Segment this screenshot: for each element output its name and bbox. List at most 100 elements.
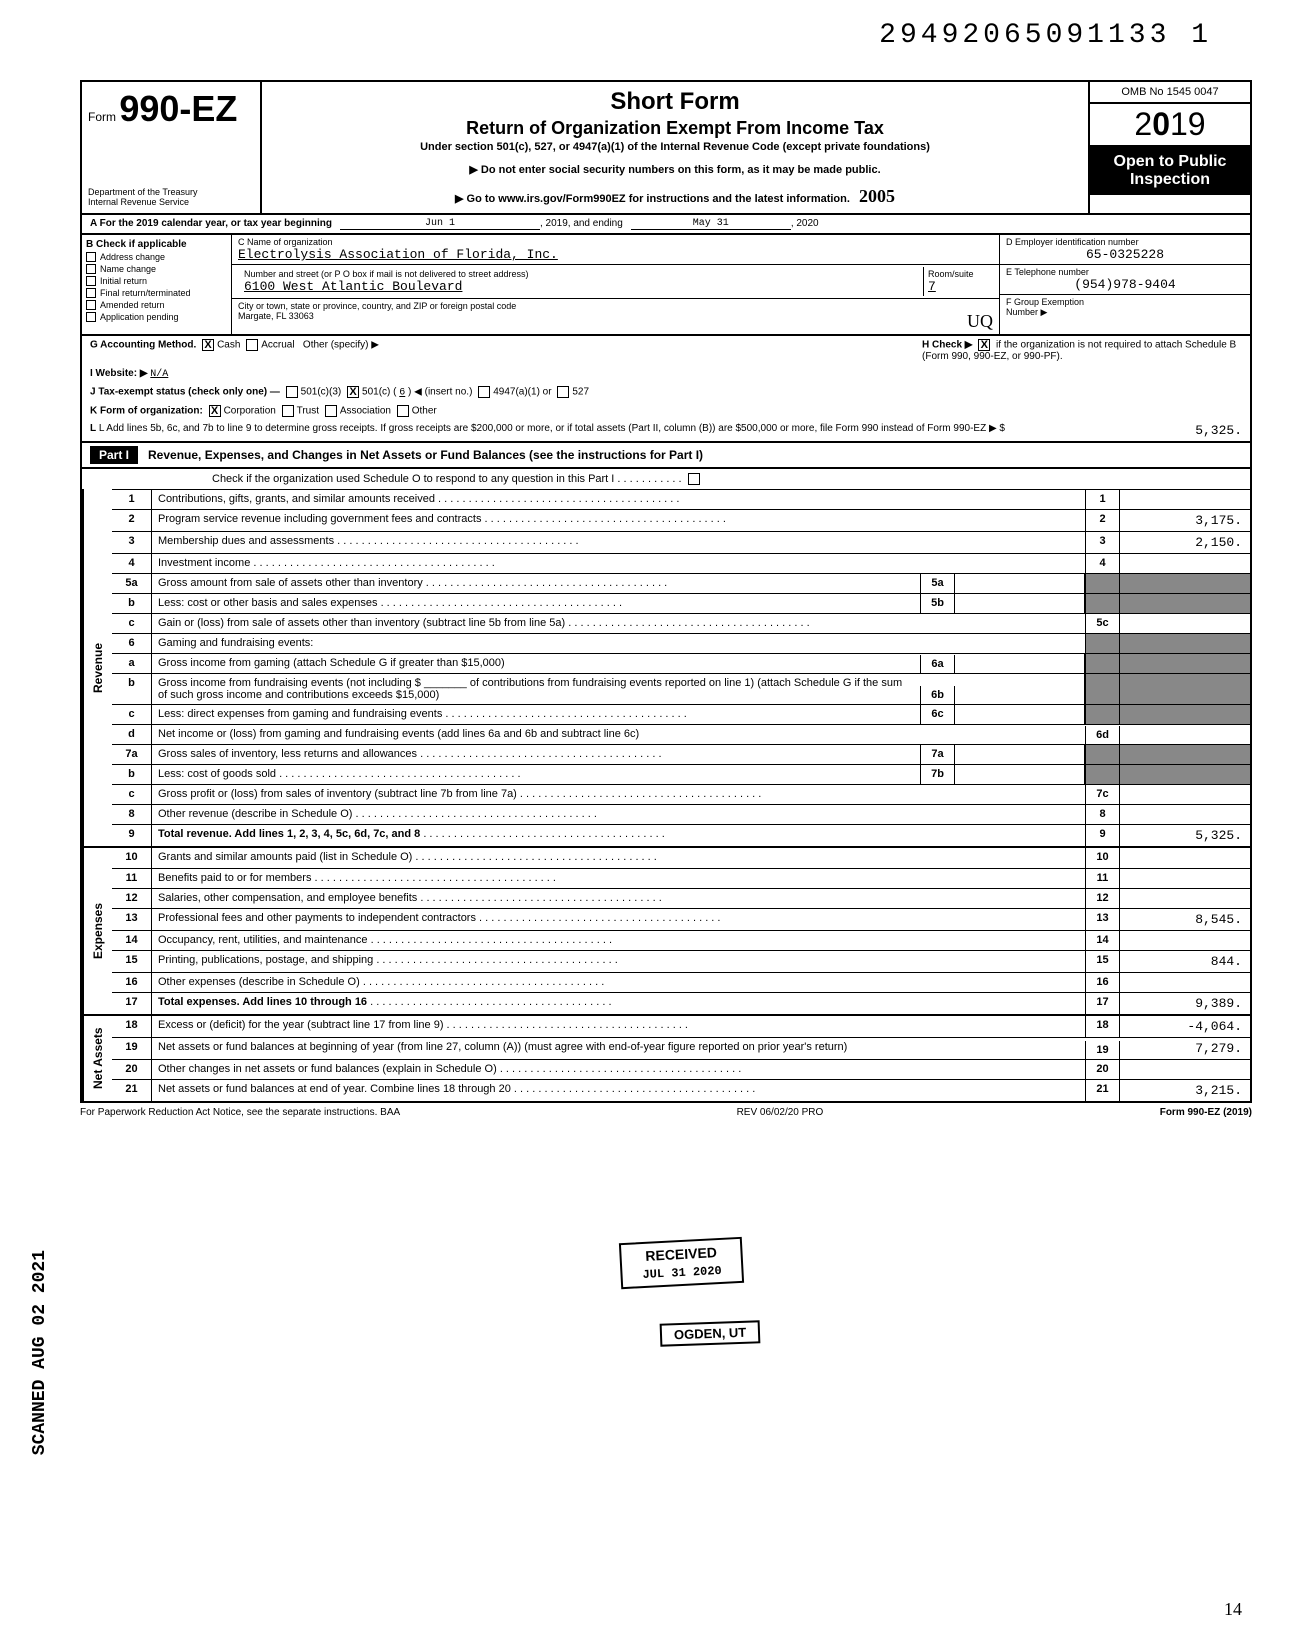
note-url: ▶ Go to www.irs.gov/Form990EZ for instru…: [272, 186, 1078, 207]
chk-assoc[interactable]: [325, 405, 337, 417]
line-7b-val[interactable]: [955, 765, 1085, 784]
chk-sched-o[interactable]: [688, 473, 700, 485]
footer: For Paperwork Reduction Act Notice, see …: [80, 1103, 1252, 1122]
line-10-val[interactable]: [1120, 848, 1250, 868]
row-g-label: G Accounting Method.: [90, 340, 196, 351]
line-15-val[interactable]: 844.: [1120, 951, 1250, 972]
street-address[interactable]: 6100 West Atlantic Boulevard: [244, 279, 917, 294]
line-4-val[interactable]: [1120, 554, 1250, 573]
line-4-desc: Investment income: [152, 554, 1085, 573]
website[interactable]: N/A: [150, 369, 168, 380]
form-header: Form 990-EZ Department of the Treasury I…: [80, 80, 1252, 215]
chk-final-return[interactable]: [86, 288, 96, 298]
line-9-desc: Total revenue. Add lines 1, 2, 3, 4, 5c,…: [152, 825, 1085, 846]
line-2-val[interactable]: 3,175.: [1120, 510, 1250, 531]
line-6c-desc: Less: direct expenses from gaming and fu…: [152, 705, 920, 724]
line-6c-val[interactable]: [955, 705, 1085, 724]
year-mid: , 2019, and ending: [540, 218, 623, 230]
line-9-val[interactable]: 5,325.: [1120, 825, 1250, 846]
phone-label: E Telephone number: [1006, 267, 1244, 277]
room-suite[interactable]: 7: [928, 279, 989, 294]
line-10-desc: Grants and similar amounts paid (list in…: [152, 848, 1085, 868]
chk-cash[interactable]: [202, 339, 214, 351]
received-stamp: RECEIVED JUL 31 2020: [619, 1237, 744, 1289]
line-13-desc: Professional fees and other payments to …: [152, 909, 1085, 930]
line-12-desc: Salaries, other compensation, and employ…: [152, 889, 1085, 908]
line-12-val[interactable]: [1120, 889, 1250, 908]
chk-other-org[interactable]: [397, 405, 409, 417]
row-i-label: I Website: ▶: [90, 368, 148, 379]
footer-mid: REV 06/02/20 PRO: [737, 1107, 824, 1118]
line-16-val[interactable]: [1120, 973, 1250, 992]
form-subtitle: Return of Organization Exempt From Incom…: [272, 118, 1078, 139]
line-1-val[interactable]: [1120, 490, 1250, 509]
form-number: Form 990-EZ: [88, 88, 254, 130]
side-expenses: Expenses: [82, 848, 112, 1014]
line-5a-desc: Gross amount from sale of assets other t…: [152, 574, 920, 593]
dept-irs: Internal Revenue Service: [88, 197, 254, 207]
line-20-val[interactable]: [1120, 1060, 1250, 1079]
footer-left: For Paperwork Reduction Act Notice, see …: [80, 1107, 400, 1118]
501c-number[interactable]: 6: [399, 388, 405, 399]
line-21-val[interactable]: 3,215.: [1120, 1080, 1250, 1101]
chk-501c[interactable]: [347, 386, 359, 398]
chk-address-change[interactable]: [86, 252, 96, 262]
form-title: Short Form: [272, 88, 1078, 116]
line-5b-val[interactable]: [955, 594, 1085, 613]
col-b-header: B Check if applicable: [86, 239, 227, 250]
row-l-text: L Add lines 5b, 6c, and 7b to line 9 to …: [99, 423, 986, 434]
ein-label: D Employer identification number: [1006, 237, 1244, 247]
line-7c-val[interactable]: [1120, 785, 1250, 804]
org-name-label: C Name of organization: [238, 237, 993, 247]
chk-corp[interactable]: [209, 405, 221, 417]
line-6b-desc: Gross income from fundraising events (no…: [152, 674, 920, 704]
line-5c-val[interactable]: [1120, 614, 1250, 633]
chk-initial-return[interactable]: [86, 276, 96, 286]
omb-number: OMB No 1545 0047: [1090, 82, 1250, 104]
group-label2: Number ▶: [1006, 307, 1244, 318]
line-17-val[interactable]: 9,389.: [1120, 993, 1250, 1014]
line-18-val[interactable]: -4,064.: [1120, 1016, 1250, 1037]
city-state-zip[interactable]: Margate, FL 33063: [238, 311, 314, 332]
line-19-val[interactable]: 7,279.: [1120, 1038, 1250, 1059]
year-end[interactable]: May 31: [631, 218, 791, 230]
chk-amended[interactable]: [86, 300, 96, 310]
chk-trust[interactable]: [282, 405, 294, 417]
note-ssn: ▶ Do not enter social security numbers o…: [272, 163, 1078, 176]
check-schedule-o: Check if the organization used Schedule …: [82, 469, 1250, 489]
line-6b-val[interactable]: [955, 674, 1085, 704]
chk-accrual[interactable]: [246, 339, 258, 351]
city-label: City or town, state or province, country…: [238, 301, 993, 311]
row-h-label: H Check ▶: [922, 340, 972, 351]
line-21-desc: Net assets or fund balances at end of ye…: [152, 1080, 1085, 1101]
chk-name-change[interactable]: [86, 264, 96, 274]
line-5a-val[interactable]: [955, 574, 1085, 593]
footer-right: Form 990-EZ (2019): [1160, 1107, 1252, 1118]
year-begin[interactable]: Jun 1: [340, 218, 540, 230]
side-netassets: Net Assets: [82, 1016, 112, 1101]
line-6a-val[interactable]: [955, 654, 1085, 673]
line-11-val[interactable]: [1120, 869, 1250, 888]
line-6d-val[interactable]: [1120, 725, 1250, 744]
chk-501c3[interactable]: [286, 386, 298, 398]
line-6d-desc: Net income or (loss) from gaming and fun…: [152, 725, 1085, 744]
chk-527[interactable]: [557, 386, 569, 398]
tax-year: 20201919: [1090, 104, 1250, 147]
line-13-val[interactable]: 8,545.: [1120, 909, 1250, 930]
line-8-val[interactable]: [1120, 805, 1250, 824]
org-name[interactable]: Electrolysis Association of Florida, Inc…: [238, 247, 993, 262]
phone[interactable]: (954)978-9404: [1006, 277, 1244, 292]
line-3-val[interactable]: 2,150.: [1120, 532, 1250, 553]
line-14-val[interactable]: [1120, 931, 1250, 950]
ein[interactable]: 65-0325228: [1006, 247, 1244, 262]
line-7a-val[interactable]: [955, 745, 1085, 764]
form-under: Under section 501(c), 527, or 4947(a)(1)…: [272, 141, 1078, 153]
line-20-desc: Other changes in net assets or fund bala…: [152, 1060, 1085, 1079]
line-18-desc: Excess or (deficit) for the year (subtra…: [152, 1016, 1085, 1037]
chk-app-pending[interactable]: [86, 312, 96, 322]
addr-label: Number and street (or P O box if mail is…: [244, 269, 917, 279]
chk-4947[interactable]: [478, 386, 490, 398]
line-l-value[interactable]: 5,325.: [1122, 423, 1242, 438]
rows-g-l: G Accounting Method. Cash Accrual Other …: [80, 336, 1252, 443]
chk-sched-b[interactable]: [978, 339, 990, 351]
